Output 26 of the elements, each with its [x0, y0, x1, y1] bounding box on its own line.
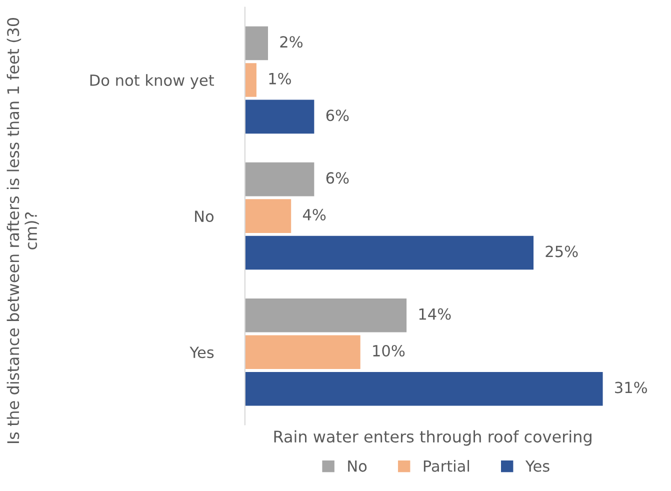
legend-label: No: [348, 460, 367, 472]
data-label: 6%: [326, 110, 349, 122]
data-label: 6%: [326, 172, 349, 184]
bar: [244, 335, 360, 370]
data-label: 25%: [546, 246, 578, 258]
data-label: 10%: [373, 344, 405, 357]
bar: [244, 26, 268, 60]
y-tick-label: Yes: [190, 346, 214, 358]
x-axis-title: Rain water enters through roof covering: [274, 430, 592, 446]
bar: [244, 372, 603, 406]
bar: [244, 199, 292, 233]
y-axis-title: Is the distance between rafters is less than 1 feet (30 cm)?: [6, 18, 39, 444]
bar: [244, 236, 534, 270]
legend-label: Yes: [525, 460, 550, 472]
data-label: 4%: [302, 208, 326, 220]
bar: [244, 162, 314, 196]
y-tick-label: No: [195, 210, 214, 222]
data-label: 14%: [419, 308, 451, 320]
bar: [244, 63, 256, 97]
data-label: 31%: [615, 382, 648, 394]
y-tick-label: Do not know yet: [90, 74, 214, 89]
bar: [244, 298, 407, 332]
data-label: 1%: [269, 72, 291, 84]
legend-label: Partial: [424, 460, 469, 472]
data-label: 2%: [280, 36, 303, 48]
bar: [244, 100, 314, 134]
